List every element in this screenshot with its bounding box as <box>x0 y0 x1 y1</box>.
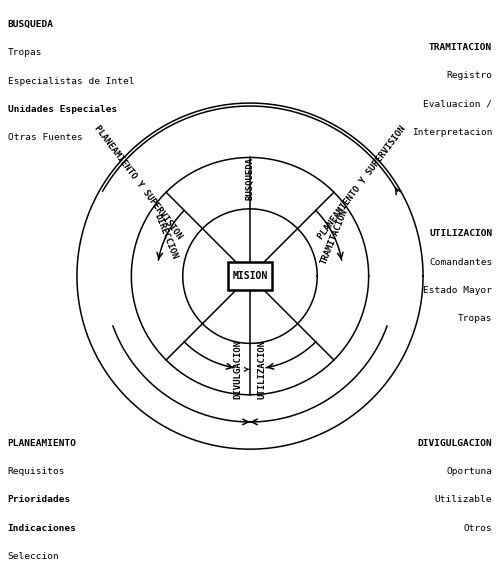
Text: DIVIGULGACION: DIVIGULGACION <box>418 439 492 448</box>
Text: Interpretacion: Interpretacion <box>412 128 492 137</box>
Text: PLANEAMIENTO: PLANEAMIENTO <box>8 439 76 448</box>
Text: Tropas: Tropas <box>458 314 492 323</box>
Text: Evaluacion /: Evaluacion / <box>424 100 492 108</box>
Text: Requisitos: Requisitos <box>8 467 65 476</box>
Text: DIVULGACION: DIVULGACION <box>234 340 242 399</box>
Text: DIRECCION: DIRECCION <box>152 213 179 261</box>
Text: Prioridades: Prioridades <box>8 495 71 505</box>
Text: Seleccion: Seleccion <box>8 552 60 561</box>
Text: Tropas: Tropas <box>8 49 42 57</box>
Text: BUSQUEDA: BUSQUEDA <box>246 157 254 200</box>
Text: Estado Mayor: Estado Mayor <box>424 286 492 295</box>
Text: UTILIZACION: UTILIZACION <box>258 340 266 399</box>
Text: Registro: Registro <box>446 71 492 80</box>
Text: BUSQUEDA: BUSQUEDA <box>8 20 54 29</box>
Text: TRAMITACION: TRAMITACION <box>429 43 492 52</box>
Text: TRAMITACION: TRAMITACION <box>319 208 350 266</box>
Text: UTILIZACION: UTILIZACION <box>429 229 492 239</box>
Text: Y: Y <box>246 367 254 372</box>
Text: Otras Fuentes: Otras Fuentes <box>8 133 83 142</box>
Text: PLANEAMIENTO Y SUPERVISION: PLANEAMIENTO Y SUPERVISION <box>92 124 184 241</box>
Bar <box>228 263 272 290</box>
Text: Otros: Otros <box>464 523 492 533</box>
Text: Indicaciones: Indicaciones <box>8 523 76 533</box>
Text: Comandantes: Comandantes <box>429 258 492 267</box>
Text: Oportuna: Oportuna <box>446 467 492 476</box>
Text: Unidades Especiales: Unidades Especiales <box>8 105 117 114</box>
Text: PLANEAMIENTO Y SUPERVISION: PLANEAMIENTO Y SUPERVISION <box>316 124 408 241</box>
Text: Utilizable: Utilizable <box>435 495 492 505</box>
Text: Especialistas de Intel: Especialistas de Intel <box>8 77 134 86</box>
Text: MISION: MISION <box>232 271 268 281</box>
